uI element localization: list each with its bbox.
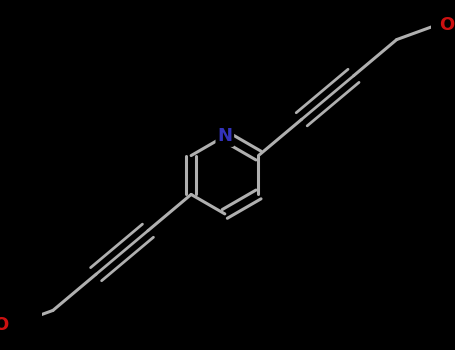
Text: N: N [217,127,233,145]
Text: OH: OH [440,16,455,34]
Text: HO: HO [0,316,10,334]
